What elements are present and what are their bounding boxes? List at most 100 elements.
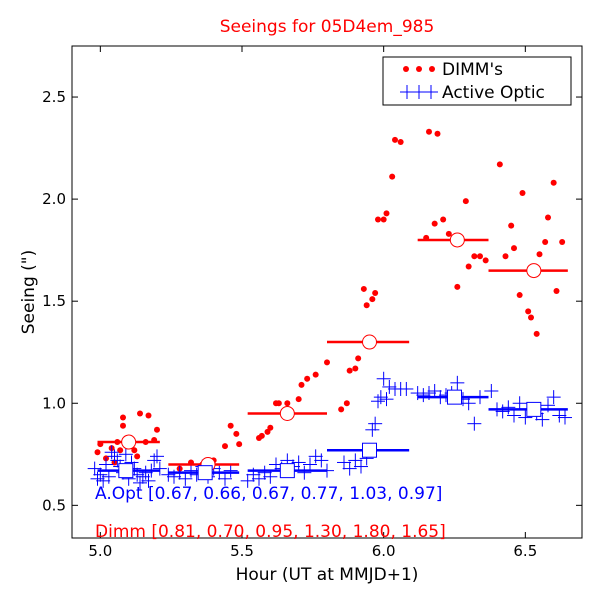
dimm-bin-marker	[279, 405, 295, 421]
active-optic-point	[558, 410, 572, 425]
axis-ticks: 5.0 5.5 6.0 6.5 0.5 1.0 1.5 2.0 2.5	[42, 46, 582, 560]
axes-frame	[71, 45, 583, 539]
active-optic-point	[263, 469, 278, 484]
dimm-point	[519, 189, 526, 196]
active-optic-point	[308, 449, 323, 464]
dimm-point	[117, 447, 124, 454]
active-optic-point	[150, 449, 164, 464]
dimm-point	[352, 365, 359, 372]
active-optic-point	[141, 473, 156, 488]
dimm-point	[533, 330, 540, 337]
dimm-point	[542, 238, 549, 245]
dimm-point	[545, 214, 551, 221]
active-optic-point	[99, 457, 113, 472]
active-optic-point	[138, 465, 153, 480]
dimm-point	[445, 230, 452, 237]
active-optic-point	[152, 461, 167, 476]
dimm-point	[258, 432, 265, 439]
dimm-point	[363, 302, 370, 309]
dimm-point	[397, 138, 404, 145]
dimm-point	[324, 359, 330, 366]
active-optic-point	[337, 455, 351, 470]
dimm-point	[284, 400, 291, 407]
active-optic-point	[416, 388, 431, 403]
x-axis-label: Hour (UT at MMJD+1)	[236, 565, 419, 585]
dimm-point	[145, 412, 152, 419]
y-tick-label: 2.5	[42, 88, 66, 106]
legend-dimm-label: DIMM's	[442, 60, 503, 80]
dimm-point	[383, 210, 390, 217]
dimm-point	[559, 238, 566, 245]
active-optic-point	[107, 449, 122, 464]
dimm-point	[375, 216, 381, 223]
dimm-point	[511, 245, 517, 252]
x-tick-label: 6.5	[513, 542, 537, 560]
dimm-point	[338, 406, 345, 413]
dimm-point	[496, 161, 503, 168]
active-optic-point	[518, 410, 533, 425]
legend-dimm-dot	[416, 66, 422, 72]
active-optic-point	[96, 473, 111, 488]
y-tick-label: 1.5	[42, 292, 66, 310]
active-optic-bin-marker	[447, 389, 462, 405]
dimm-point	[227, 422, 234, 429]
legend-active-optic-label: Active Optic	[442, 83, 545, 103]
y-axis-label: Seeing (")	[19, 250, 39, 335]
active-optic-point	[365, 422, 380, 437]
legend: DIMM's Active Optic	[382, 56, 572, 106]
active-optic-point	[354, 459, 368, 474]
dimm-bin-marker	[526, 263, 542, 279]
active-optic-point	[342, 461, 357, 476]
active-optic-point	[376, 371, 391, 386]
active-optic-point	[484, 384, 499, 399]
dimm-point	[536, 251, 543, 258]
dimm-point	[222, 443, 228, 450]
active-optic-point	[257, 465, 272, 480]
dimm-point	[525, 308, 532, 315]
active-optic-point	[133, 475, 147, 490]
dimm-point	[94, 449, 101, 456]
legend-box	[382, 56, 572, 106]
dimm-point	[154, 426, 160, 433]
plot-area	[87, 128, 572, 490]
dimm-point	[550, 179, 557, 186]
active-optic-point	[184, 463, 198, 478]
dimm-point	[477, 253, 483, 260]
active-optic-point	[110, 453, 125, 468]
dimm-point	[471, 253, 478, 260]
dimm-point	[360, 285, 367, 292]
dimm-point	[233, 430, 240, 437]
dimm-bin-marker	[449, 232, 465, 248]
active-optic-point	[161, 467, 176, 482]
dimm-point	[465, 263, 472, 270]
active-optic-point	[147, 453, 162, 468]
dimm-point	[355, 355, 362, 362]
active-optic-point	[382, 379, 397, 394]
dimm-point	[304, 375, 311, 382]
dimm-bin-marker	[362, 334, 377, 350]
active-optic-bin-marker	[279, 463, 295, 479]
active-optic-bin-marker	[118, 463, 134, 479]
active-optic-bin-marker	[362, 442, 377, 458]
dimm-point	[312, 371, 319, 378]
dimm-point	[120, 414, 126, 421]
active-optic-point	[87, 461, 102, 476]
dimm-point	[236, 441, 243, 448]
active-optic-point	[240, 473, 255, 488]
active-optic-point	[101, 469, 116, 484]
dimm-point	[267, 424, 274, 431]
active-optic-point	[535, 412, 550, 427]
active-optic-point	[90, 471, 105, 486]
active-optic-bin-marker	[526, 401, 542, 417]
dimm-point	[134, 453, 141, 460]
dimm-summary-text: Dimm [0.81, 0.70, 0.95, 1.30, 1.80, 1.65…	[95, 522, 446, 542]
dimm-point	[343, 400, 350, 407]
legend-active-optic-marker	[400, 85, 438, 99]
active-optic-point	[371, 394, 385, 409]
dimm-point	[482, 257, 489, 264]
y-tick-label: 1.0	[42, 394, 66, 412]
x-tick-label: 5.0	[88, 542, 112, 560]
active-optic-point	[501, 400, 516, 415]
dimm-point	[120, 422, 126, 429]
